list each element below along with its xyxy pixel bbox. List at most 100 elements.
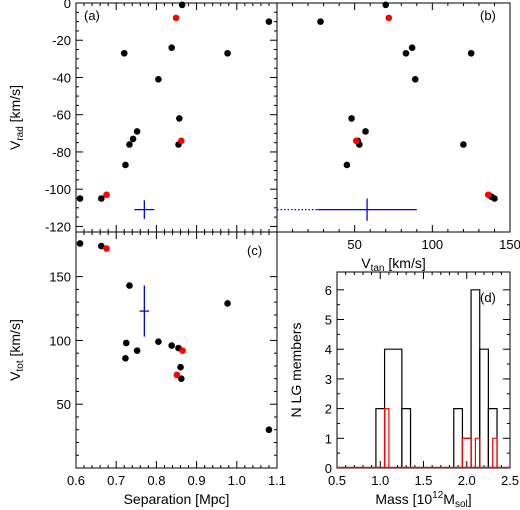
x-tick-label: 0.5 (328, 473, 346, 488)
red-point (103, 191, 110, 199)
y-tick-label: -40 (52, 70, 71, 85)
black-point (133, 347, 141, 354)
y-tick-label: 6 (325, 283, 332, 298)
x-tick-label: 0.8 (147, 473, 165, 488)
red-point (484, 191, 492, 199)
panel-c-points (76, 240, 273, 434)
panel-b-xlabel-sub: tan (371, 263, 385, 274)
y-tick-label: 0 (325, 461, 332, 476)
panel-d-xlabel-sub: sol (455, 499, 468, 510)
panel-b-points (277, 1, 498, 221)
panel-b-frame (276, 2, 511, 233)
black-point (76, 195, 84, 202)
panel-c-label: (c) (247, 243, 262, 258)
black-point (120, 49, 128, 57)
y-tick-label: -80 (52, 145, 71, 160)
black-point (133, 128, 141, 135)
black-point (467, 49, 475, 57)
y-tick-label: 4 (325, 342, 332, 357)
red-point (179, 347, 186, 354)
panel-c-frame (75, 231, 278, 469)
panel-b-xtick-labels: 50 100 150 (347, 237, 520, 252)
black-point (460, 141, 467, 148)
x-tick-label: 0.6 (67, 473, 85, 488)
black-point (382, 1, 390, 9)
black-point (122, 354, 129, 362)
panel-c-ytick-labels: 50 100 150 (49, 270, 71, 413)
black-point (178, 1, 186, 9)
panel-b-xlabel-main: V (361, 255, 371, 271)
black-point (265, 426, 273, 434)
black-point (122, 161, 129, 169)
black-point (491, 195, 498, 202)
y-tick-label: 2 (325, 402, 332, 417)
black-point (122, 339, 130, 347)
panel-a-ylabel-unit: [km/s] (7, 85, 23, 126)
x-tick-label: 2.5 (501, 473, 519, 488)
panel-c-ylabel: Vtot [km/s] (7, 319, 26, 381)
red-histogram-bin (474, 437, 481, 468)
panel-a-points (76, 1, 273, 219)
y-tick-label: 50 (57, 397, 71, 412)
x-tick-label: 1.0 (371, 473, 389, 488)
panel-d-ylabel: N LG members (288, 323, 304, 418)
y-tick-label: 150 (49, 270, 71, 285)
black-histogram-bin (453, 408, 464, 468)
black-point (155, 76, 162, 83)
red-point (385, 14, 393, 22)
x-tick-label: 100 (421, 237, 443, 252)
panel-c-xlabel: Separation [Mpc] (124, 491, 230, 507)
black-point (126, 141, 133, 148)
black-point (411, 76, 419, 83)
red-point (352, 137, 360, 145)
red-point (178, 137, 185, 145)
red-point (172, 14, 180, 22)
panel-b-xlabel-unit: [km/s] (385, 255, 426, 271)
x-tick-label: 1.1 (268, 473, 286, 488)
panel-b-label: (b) (480, 8, 496, 23)
y-tick-label: 0 (64, 0, 71, 11)
panel-d-xlabel: Mass [1012Msol] (375, 490, 471, 510)
black-point (177, 363, 184, 371)
black-point (178, 375, 185, 383)
black-point (76, 240, 84, 247)
black-point (155, 338, 162, 346)
red-point (103, 245, 110, 252)
panel-d-xlabel-pre: Mass [10 (375, 491, 432, 507)
x-tick-label: 150 (499, 237, 520, 252)
panel-a-ytick-labels: -120 -100 -80 -60 -40 -20 0 (45, 0, 71, 234)
black-point (408, 44, 416, 51)
y-tick-label: 3 (325, 372, 332, 387)
black-point (265, 18, 273, 25)
panel-d-label: (d) (480, 290, 496, 305)
y-tick-label: 5 (325, 313, 332, 328)
black-point (224, 49, 231, 57)
panel-c-ticks (75, 232, 278, 469)
y-tick-label: -120 (45, 219, 71, 234)
black-point (168, 342, 175, 349)
black-point (362, 128, 369, 135)
y-tick-label: 1 (325, 431, 332, 446)
black-point (317, 18, 324, 25)
panel-b: 50 100 150 (b) Vtan [km/s] (276, 1, 520, 274)
black-histogram-bin (375, 408, 386, 468)
y-tick-label: -20 (52, 33, 71, 48)
panel-c-ylabel-main: V (7, 371, 23, 381)
black-point (176, 115, 183, 122)
panel-d-xlabel-post: ] (468, 491, 472, 507)
red-histogram-bin (461, 437, 472, 468)
x-tick-label: 50 (347, 237, 361, 252)
black-point (98, 242, 105, 250)
black-point (126, 282, 133, 289)
panel-d-ytick-labels: 0 1 2 3 4 5 6 (325, 283, 332, 476)
panel-d-histograms (337, 289, 510, 469)
red-histogram-bin (383, 408, 390, 468)
black-point (402, 49, 410, 57)
panel-d-xlabel-mid: M (443, 491, 455, 507)
x-tick-label: 0.9 (188, 473, 206, 488)
panel-d-xtick-labels: 0.5 1.0 1.5 2.0 2.5 (328, 473, 519, 488)
x-tick-label: 1.0 (228, 473, 246, 488)
x-tick-label: 0.7 (107, 473, 125, 488)
